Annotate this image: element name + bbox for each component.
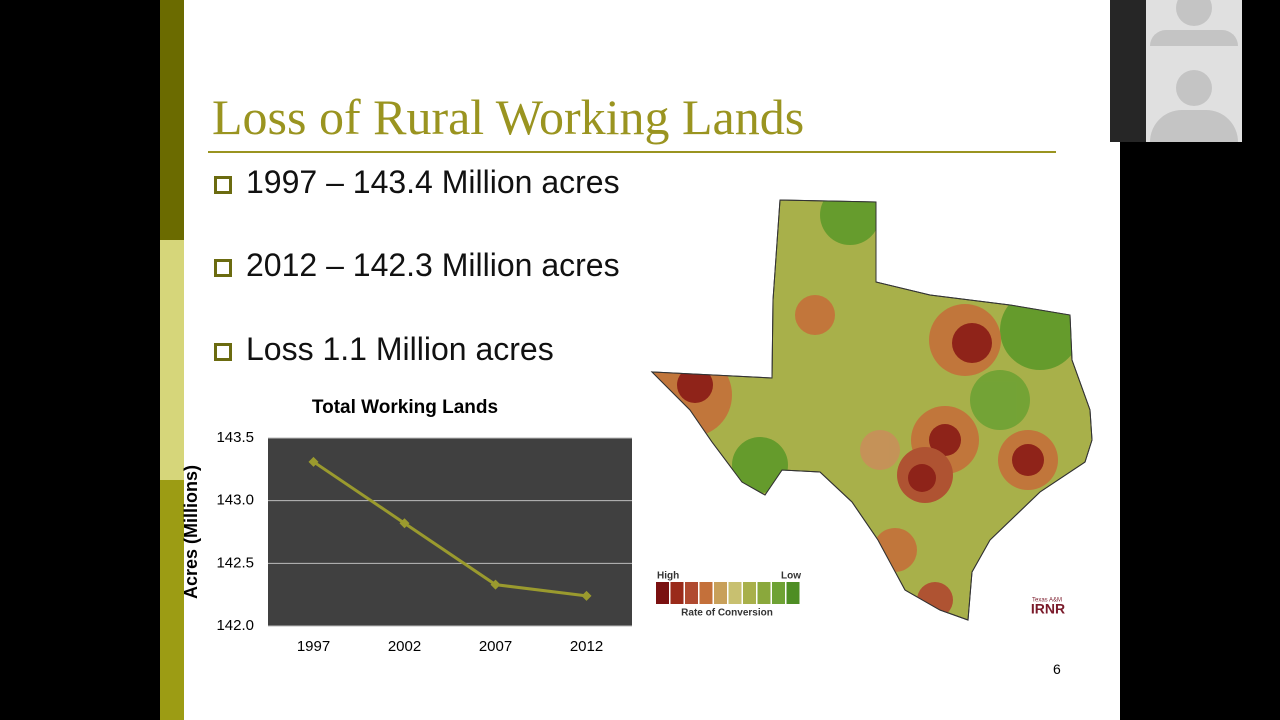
y-tick-label: 143.0 bbox=[216, 492, 254, 509]
y-axis-label: Acres (Millions) bbox=[181, 465, 201, 599]
x-tick-label: 2007 bbox=[479, 638, 512, 655]
page-number: 6 bbox=[1053, 661, 1061, 677]
line bbox=[312, 460, 587, 598]
title-rule bbox=[208, 151, 1056, 153]
legend-swatch bbox=[728, 582, 742, 604]
legend-swatch bbox=[743, 582, 756, 604]
bullet: 2012 – 142.3 Million acres bbox=[246, 247, 620, 283]
x-tick-label: 1997 bbox=[297, 638, 330, 655]
bullet: 1997 – 143.4 Million acres bbox=[246, 164, 620, 200]
marker bbox=[308, 456, 319, 467]
logo: IRNR bbox=[1031, 601, 1065, 617]
legend-swatch bbox=[699, 582, 713, 604]
legend-label: Low bbox=[781, 571, 801, 582]
marker bbox=[581, 590, 592, 601]
y-tick-label: 142.5 bbox=[216, 554, 254, 571]
bullet-marker bbox=[214, 343, 232, 361]
map bbox=[651, 199, 1093, 621]
marker bbox=[490, 579, 501, 590]
legend-swatch bbox=[685, 582, 698, 604]
legend-swatch bbox=[757, 582, 771, 604]
legend-swatch bbox=[772, 582, 785, 604]
stripe bbox=[160, 240, 184, 480]
map-legend bbox=[656, 582, 800, 604]
bullet: Loss 1.1 Million acres bbox=[246, 331, 554, 367]
y-tick-label: 142.0 bbox=[216, 617, 254, 634]
legend-caption: Rate of Conversion bbox=[681, 608, 773, 619]
x-tick-label: 2012 bbox=[570, 638, 603, 655]
marker bbox=[399, 518, 410, 529]
logo-text: Texas A&M bbox=[1032, 598, 1062, 604]
chart-title: Total Working Lands bbox=[312, 397, 498, 418]
legend-swatch bbox=[786, 582, 800, 604]
x-tick-label: 2002 bbox=[388, 638, 421, 655]
legend-swatch bbox=[670, 582, 684, 604]
bullet-marker bbox=[214, 259, 232, 277]
video-tiles bbox=[1110, 0, 1242, 142]
y-tick-label: 143.5 bbox=[216, 429, 254, 446]
stripe bbox=[160, 0, 184, 240]
bullet-marker bbox=[214, 176, 232, 194]
legend-swatch bbox=[656, 582, 669, 604]
legend-label: High bbox=[657, 571, 679, 582]
video-tile bbox=[1146, 0, 1242, 142]
legend-swatch bbox=[714, 582, 727, 604]
slide-title: Loss of Rural Working Lands bbox=[212, 89, 805, 145]
stripe bbox=[160, 480, 184, 720]
